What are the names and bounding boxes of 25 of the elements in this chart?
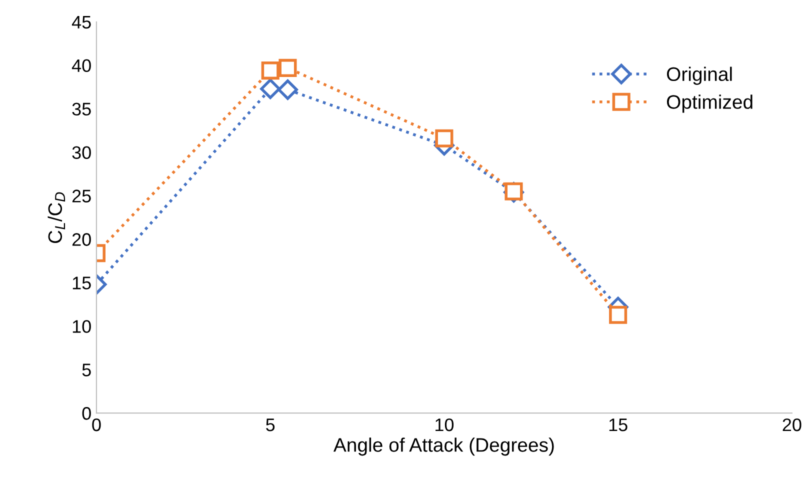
- y-tick-label: 30: [72, 146, 91, 159]
- point: [435, 129, 454, 148]
- y-tick-label: 25: [72, 190, 91, 202]
- y-tick-label: 35: [72, 102, 91, 116]
- y-tick-label: 15: [72, 276, 91, 290]
- point: [261, 62, 280, 80]
- x-axis-title: Angle of Attack (Degrees): [333, 438, 554, 456]
- y-tick-label: 5: [82, 364, 91, 376]
- y-tick-label: 0: [82, 407, 91, 420]
- y-tick-label: 20: [72, 233, 91, 246]
- x-tick-label: 10: [436, 418, 454, 432]
- point: [609, 306, 628, 324]
- legend-label: Optimized: [666, 94, 752, 113]
- legend-label: Original: [666, 66, 732, 85]
- x-tick-label: 0: [92, 418, 101, 432]
- y-tick-label: 40: [72, 59, 91, 72]
- point: [278, 58, 297, 77]
- x-tick-label: 15: [609, 418, 628, 432]
- point: [278, 79, 298, 100]
- y-tick-label: 45: [72, 16, 91, 29]
- x-tick-label: 20: [782, 418, 802, 432]
- y-axis-title: C$_{L}$/C$_{D}$: [48, 192, 66, 244]
- point: [260, 78, 281, 100]
- y-tick-label: 10: [72, 320, 91, 333]
- x-tick-label: 5: [266, 418, 275, 432]
